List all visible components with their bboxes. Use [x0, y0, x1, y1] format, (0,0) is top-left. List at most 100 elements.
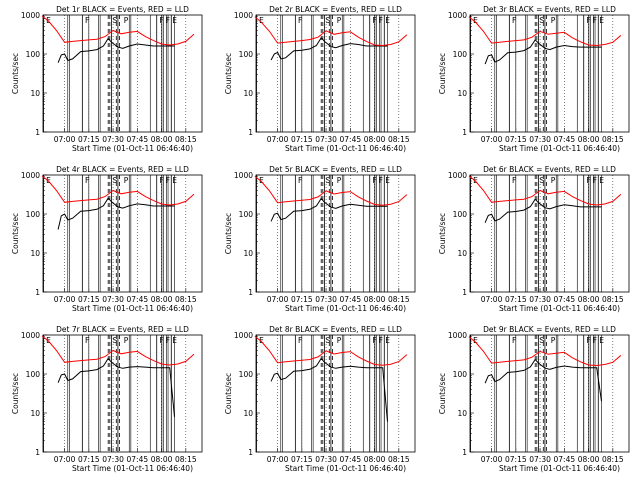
flag-label: S [539, 16, 544, 25]
series-line-lld [254, 176, 408, 206]
x-tick-label: 08:00 [364, 455, 386, 464]
x-tick-label: 08:00 [151, 455, 173, 464]
flag-label: E [599, 16, 604, 25]
x-tick-label: 08:15 [602, 455, 624, 464]
y-tick-label: 100 [239, 50, 254, 59]
chart-title: Det 7r BLACK = Events, RED = LLD [56, 325, 189, 334]
flag-label: S [112, 16, 117, 25]
x-tick-label: 07:00 [54, 295, 76, 304]
flag-label: F [166, 176, 170, 185]
y-tick-label: 1 [248, 288, 253, 297]
flag-label: F [166, 336, 170, 345]
x-axis-label: Start Time (01-Oct-11 06:46:40) [285, 304, 406, 313]
flag-label: E [599, 176, 604, 185]
x-tick-label: 07:30 [529, 135, 551, 144]
plot-frame [469, 334, 630, 453]
flag-label: F [586, 16, 590, 25]
x-tick-label: 07:30 [529, 455, 551, 464]
x-tick-label: 07:15 [291, 455, 313, 464]
y-tick-label: 1000 [234, 11, 253, 20]
series-line-lld [468, 336, 622, 367]
chart-title: Det 3r BLACK = Events, RED = LLD [483, 5, 616, 14]
y-tick-label: 1000 [21, 171, 40, 180]
x-tick-label: 07:00 [267, 455, 289, 464]
x-tick-label: 07:30 [529, 295, 551, 304]
y-axis-label: Counts/sec [11, 373, 20, 414]
x-tick-label: 08:15 [388, 135, 410, 144]
series-line-events [270, 197, 388, 222]
flag-label: E [46, 176, 51, 185]
series-line-events [484, 358, 602, 402]
y-tick-label: 100 [26, 210, 41, 219]
y-tick-label: 10 [457, 409, 467, 418]
flag-label: F [298, 336, 302, 345]
plot-frame [255, 334, 416, 453]
y-tick-label: 1 [35, 448, 40, 457]
flag-label: F [379, 176, 383, 185]
flag-label: S [112, 176, 117, 185]
flag-label: F [159, 336, 163, 345]
x-tick-label: 08:15 [388, 455, 410, 464]
flag-label: E [172, 176, 177, 185]
x-tick-label: 07:30 [315, 455, 337, 464]
flag-label: E [259, 336, 264, 345]
y-axis-label: Counts/sec [438, 53, 447, 94]
y-tick-label: 1 [462, 288, 467, 297]
y-axis-label: Counts/sec [224, 213, 233, 254]
y-tick-label: 1 [462, 128, 467, 137]
y-axis-label: Counts/sec [11, 213, 20, 254]
flag-label: E [599, 336, 604, 345]
flag-label: S [325, 16, 330, 25]
y-axis-label: Counts/sec [438, 373, 447, 414]
x-tick-label: 07:00 [481, 455, 503, 464]
x-tick-label: 08:15 [175, 135, 197, 144]
flag-label: F [372, 336, 376, 345]
x-tick-label: 07:15 [78, 135, 100, 144]
flag-label: F [593, 16, 597, 25]
series-line-lld [41, 175, 195, 206]
x-tick-label: 08:15 [602, 295, 624, 304]
flag-label: E [46, 16, 51, 25]
flag-label: F [586, 176, 590, 185]
flag-label: E [473, 176, 478, 185]
flag-label: E [259, 16, 264, 25]
y-tick-label: 10 [243, 409, 253, 418]
y-tick-label: 10 [30, 409, 40, 418]
chart-title: Det 2r BLACK = Events, RED = LLD [269, 5, 402, 14]
series-line-lld [254, 336, 408, 366]
flag-label: P [551, 176, 556, 185]
flag-label: S [539, 176, 544, 185]
x-tick-label: 07:30 [102, 295, 124, 304]
flag-label: F [593, 336, 597, 345]
y-tick-label: 100 [239, 370, 254, 379]
x-tick-label: 07:15 [291, 295, 313, 304]
x-tick-label: 07:30 [102, 455, 124, 464]
y-tick-label: 1 [248, 128, 253, 137]
y-tick-label: 10 [243, 249, 253, 258]
flag-label: E [259, 176, 264, 185]
flag-label: E [172, 16, 177, 25]
x-tick-label: 08:00 [151, 135, 173, 144]
y-axis-label: Counts/sec [224, 53, 233, 94]
x-tick-label: 07:00 [267, 135, 289, 144]
flag-label: P [337, 176, 342, 185]
x-tick-label: 07:15 [505, 135, 527, 144]
series-line-lld [41, 15, 195, 46]
x-tick-label: 07:00 [481, 135, 503, 144]
x-axis-label: Start Time (01-Oct-11 06:46:40) [285, 464, 406, 473]
flag-label: E [385, 336, 390, 345]
flag-label: E [46, 336, 51, 345]
y-tick-label: 1000 [234, 331, 253, 340]
chart-title: Det 5r BLACK = Events, RED = LLD [269, 165, 402, 174]
y-tick-label: 100 [26, 50, 41, 59]
plot-frame [42, 334, 203, 453]
